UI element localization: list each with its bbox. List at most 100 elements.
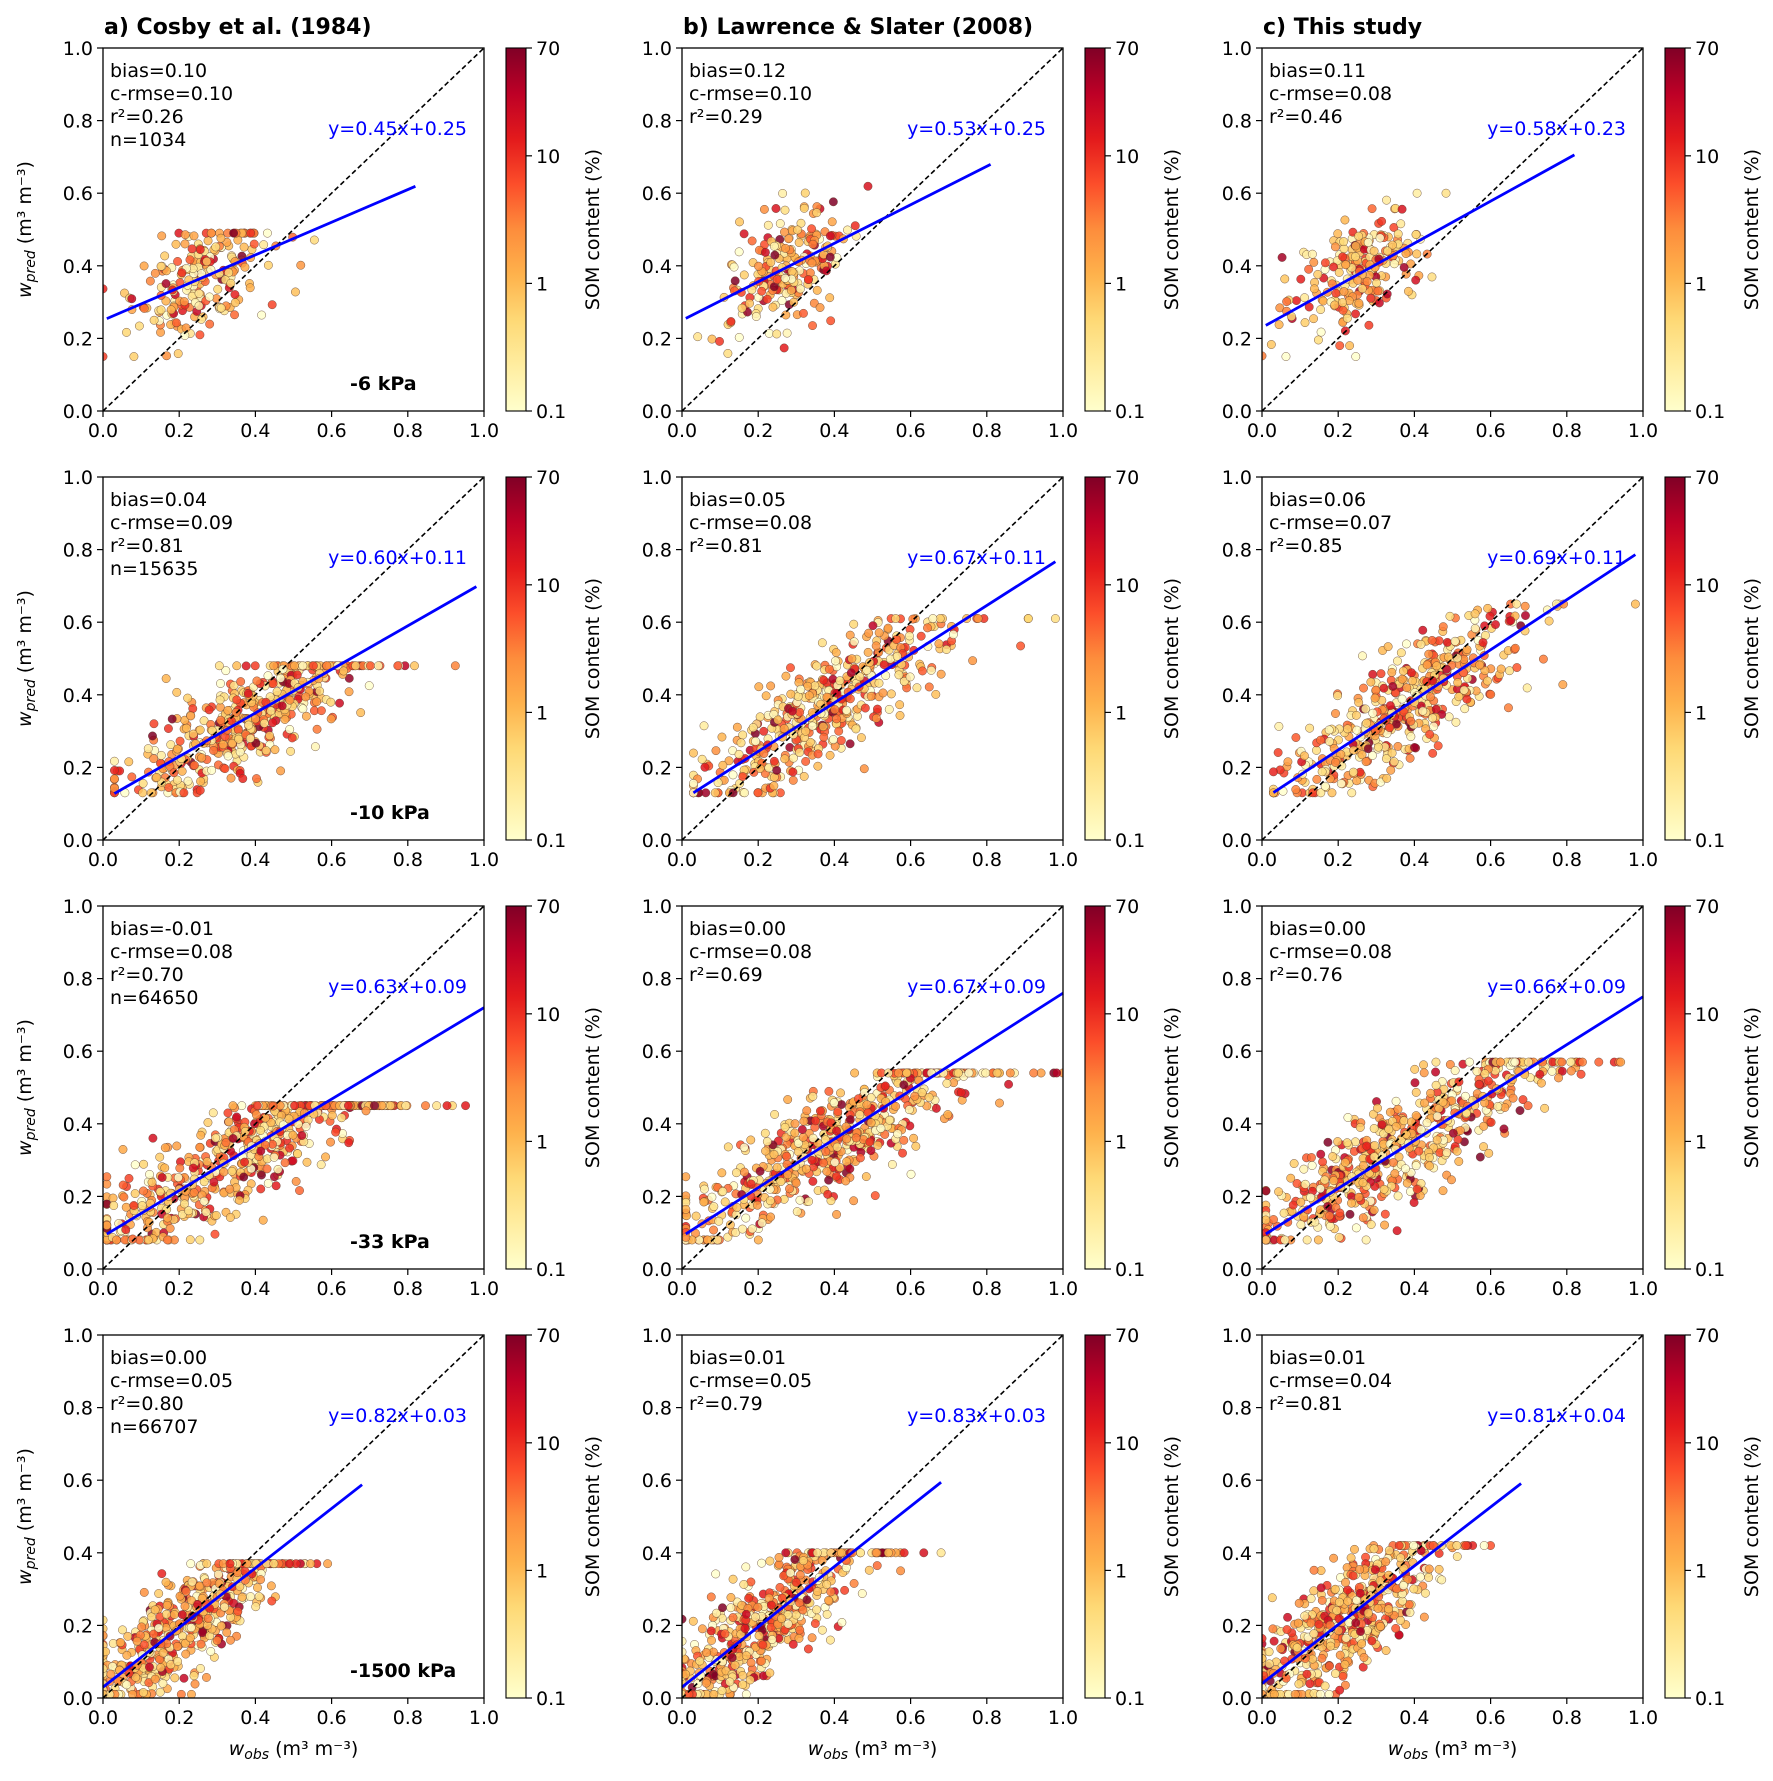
axes-frame	[102, 476, 485, 841]
data-point	[821, 1147, 831, 1157]
data-point	[1376, 669, 1386, 679]
data-point	[886, 689, 896, 699]
data-point	[1313, 1235, 1323, 1245]
data-point	[301, 1122, 311, 1131]
data-point	[851, 724, 861, 734]
regression-line	[106, 1006, 485, 1236]
data-point	[1363, 238, 1373, 247]
data-point	[762, 1137, 772, 1146]
data-point	[356, 708, 366, 718]
data-point	[795, 284, 805, 294]
data-point	[351, 661, 361, 671]
data-point	[1479, 1121, 1489, 1131]
data-point	[268, 679, 278, 689]
data-point	[1366, 1220, 1376, 1229]
data-point	[787, 706, 797, 716]
data-point	[845, 694, 855, 704]
data-point	[269, 661, 279, 671]
data-point	[754, 682, 764, 692]
data-point	[1433, 741, 1443, 751]
data-point	[1523, 1101, 1533, 1111]
y-tick-label: 0.2	[63, 757, 93, 779]
data-point	[924, 682, 934, 692]
x-tick-label: 0.4	[1399, 420, 1429, 442]
data-point	[817, 638, 827, 648]
data-point	[688, 1616, 698, 1626]
data-point	[1283, 757, 1293, 767]
data-point	[847, 654, 857, 664]
data-point	[442, 1101, 452, 1111]
panel-b-row3: 0.00.00.20.20.40.40.60.60.80.81.01.0bias…	[642, 896, 1183, 1300]
data-point	[1510, 643, 1520, 653]
x-tick-label: 1.0	[1048, 849, 1078, 871]
data-point	[905, 631, 914, 641]
data-point	[697, 754, 707, 764]
data-point	[228, 1101, 238, 1111]
data-point	[1314, 335, 1323, 345]
data-point	[1300, 1179, 1310, 1189]
data-point	[1351, 309, 1360, 319]
data-point	[1369, 246, 1379, 256]
data-point	[401, 1101, 411, 1111]
data-point	[786, 689, 796, 699]
data-point	[138, 1688, 148, 1697]
data-point	[157, 1569, 167, 1579]
data-point	[1343, 313, 1352, 323]
data-point	[1373, 286, 1383, 296]
y-tick-label: 1.0	[1222, 467, 1252, 489]
data-point	[811, 1116, 820, 1126]
data-point	[123, 1631, 133, 1641]
panel-title: a) Cosby et al. (1984)	[104, 15, 372, 40]
data-point	[1399, 1116, 1409, 1126]
data-point	[1566, 1066, 1576, 1076]
data-point	[251, 1110, 261, 1120]
axes-frame	[681, 476, 1064, 841]
axes-frame	[102, 905, 485, 1270]
data-point	[699, 721, 709, 731]
data-point	[1005, 1068, 1015, 1078]
data-point	[1277, 253, 1287, 262]
data-point	[1422, 660, 1432, 670]
data-point	[1380, 1209, 1390, 1219]
data-point	[895, 700, 905, 710]
data-point	[854, 1094, 863, 1104]
data-point	[729, 262, 739, 272]
data-point	[1286, 1173, 1296, 1183]
data-point	[169, 1610, 179, 1619]
data-point	[184, 1206, 193, 1216]
panel-b-row4: 0.00.00.20.20.40.40.60.60.80.81.01.0bias…	[642, 1325, 1183, 1763]
data-point	[1316, 327, 1326, 337]
data-point	[177, 1610, 187, 1620]
data-point	[909, 1133, 918, 1143]
data-point	[1484, 1148, 1494, 1158]
data-point	[108, 1639, 118, 1648]
data-point	[771, 204, 781, 213]
crmse-label: c-rmse=0.10	[689, 83, 812, 105]
data-point	[728, 788, 738, 798]
y-tick-label: 0.6	[1222, 1041, 1252, 1063]
data-point	[149, 1629, 159, 1639]
data-point	[245, 283, 255, 293]
data-point	[302, 1157, 312, 1167]
data-point	[232, 1568, 242, 1578]
data-point	[808, 239, 818, 249]
data-point	[245, 734, 255, 743]
r2-label: r²=0.76	[1269, 964, 1343, 986]
data-point	[156, 327, 165, 337]
data-point	[1316, 1184, 1325, 1194]
data-point	[1289, 1159, 1299, 1168]
colorbar	[1664, 47, 1686, 412]
data-point	[899, 1135, 909, 1145]
data-point	[1491, 620, 1500, 629]
data-point	[760, 204, 769, 214]
data-point	[137, 1622, 147, 1632]
data-point	[202, 257, 212, 266]
data-point	[1016, 641, 1026, 651]
data-point	[1343, 724, 1352, 734]
data-point	[1382, 289, 1392, 299]
y-axis-label: wpred (m³ m⁻³)	[14, 1019, 39, 1156]
data-point	[734, 333, 744, 342]
y-tick-label: 1.0	[63, 1325, 93, 1347]
data-point	[1428, 748, 1438, 758]
data-point	[1419, 1068, 1429, 1078]
